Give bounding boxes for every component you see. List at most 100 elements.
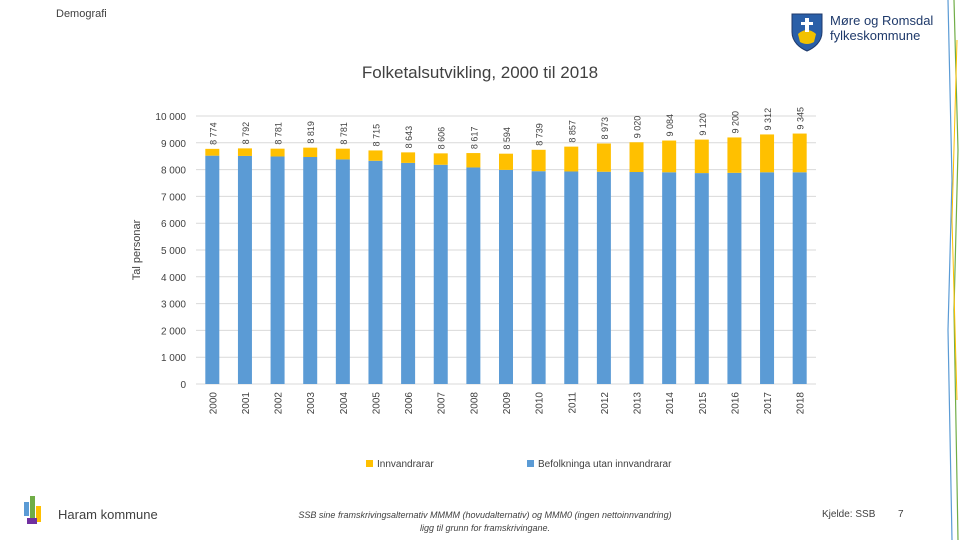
bar-immigrants-2012 xyxy=(596,143,611,172)
y-tick-label: 3 000 xyxy=(161,300,186,311)
logo-line-1: Møre og Romsdal xyxy=(830,13,934,28)
x-tick-label: 2014 xyxy=(665,392,676,415)
y-tick-label: 0 xyxy=(180,380,186,391)
footer-source: Kjelde: SSB xyxy=(822,509,876,520)
x-tick-label: 2018 xyxy=(796,392,807,415)
bar-non-immigrants-2003 xyxy=(303,157,318,384)
bar-immigrants-2001 xyxy=(237,148,252,156)
data-label-total: 8 781 xyxy=(339,122,349,145)
bar-immigrants-2000 xyxy=(205,148,220,156)
bar-non-immigrants-2002 xyxy=(270,156,285,384)
bar-non-immigrants-2015 xyxy=(694,173,709,384)
bar-non-immigrants-2018 xyxy=(792,172,807,384)
data-label-total: 8 973 xyxy=(600,117,610,140)
bar-immigrants-2003 xyxy=(303,147,318,158)
y-tick-label: 9 000 xyxy=(161,139,186,150)
bar-non-immigrants-2001 xyxy=(237,155,252,384)
bar-non-immigrants-2008 xyxy=(466,167,481,384)
x-tick-label: 2012 xyxy=(600,392,611,415)
y-axis-title: Tal personar xyxy=(131,219,143,280)
x-tick-label: 2016 xyxy=(730,392,741,415)
data-label-total: 9 345 xyxy=(796,107,806,130)
bar-non-immigrants-2000 xyxy=(205,155,220,384)
data-label-total: 8 606 xyxy=(437,127,447,150)
section-label: Demografi xyxy=(56,8,107,20)
data-label-total: 8 857 xyxy=(567,120,577,143)
bar-non-immigrants-2005 xyxy=(368,160,383,384)
y-tick-label: 4 000 xyxy=(161,273,186,284)
y-tick-label: 8 000 xyxy=(161,166,186,177)
data-label-total: 8 617 xyxy=(469,127,479,150)
x-tick-label: 2001 xyxy=(241,392,252,415)
bar-non-immigrants-2012 xyxy=(596,171,611,384)
x-tick-label: 2009 xyxy=(502,392,513,415)
data-label-total: 8 819 xyxy=(306,121,316,144)
decorative-edge-stripes xyxy=(947,0,959,540)
y-tick-label: 1 000 xyxy=(161,353,186,364)
bar-non-immigrants-2016 xyxy=(727,172,742,384)
bar-non-immigrants-2013 xyxy=(629,172,644,384)
bar-non-immigrants-2010 xyxy=(531,171,546,384)
bar-immigrants-2018 xyxy=(792,133,807,173)
x-tick-label: 2017 xyxy=(763,392,774,415)
bar-immigrants-2004 xyxy=(335,148,350,160)
data-label-total: 9 200 xyxy=(730,111,740,134)
data-label-total: 8 594 xyxy=(502,127,512,150)
x-tick-label: 2011 xyxy=(567,392,578,414)
logo-line-2: fylkeskommune xyxy=(830,28,921,43)
x-tick-label: 2000 xyxy=(208,392,219,415)
data-label-total: 8 774 xyxy=(208,122,218,145)
legend-swatch-non-immigrants xyxy=(527,460,534,467)
bar-non-immigrants-2007 xyxy=(433,164,448,384)
chart-title: Folketalsutvikling, 2000 til 2018 xyxy=(361,63,599,82)
bar-immigrants-2006 xyxy=(401,152,416,163)
bar-non-immigrants-2004 xyxy=(335,159,350,384)
y-tick-label: 10 000 xyxy=(155,112,186,123)
x-tick-label: 2005 xyxy=(371,392,382,415)
x-tick-label: 2004 xyxy=(339,392,350,415)
x-tick-label: 2002 xyxy=(274,392,285,415)
data-label-total: 9 020 xyxy=(633,116,643,139)
bar-immigrants-2015 xyxy=(694,139,709,174)
bar-immigrants-2017 xyxy=(760,134,775,173)
data-label-total: 8 715 xyxy=(371,124,381,147)
municipality-name: Haram kommune xyxy=(58,507,158,522)
x-tick-label: 2013 xyxy=(633,392,644,415)
x-tick-label: 2008 xyxy=(469,392,480,415)
bar-immigrants-2014 xyxy=(662,140,677,173)
data-label-total: 9 084 xyxy=(665,114,675,137)
bar-non-immigrants-2014 xyxy=(662,172,677,384)
x-tick-label: 2015 xyxy=(698,392,709,415)
x-tick-label: 2010 xyxy=(535,392,546,415)
bar-non-immigrants-2006 xyxy=(401,162,416,384)
bar-immigrants-2016 xyxy=(727,137,742,173)
bar-immigrants-2011 xyxy=(564,146,579,172)
y-tick-label: 7 000 xyxy=(161,192,186,203)
bar-non-immigrants-2009 xyxy=(499,169,513,384)
x-tick-label: 2003 xyxy=(306,392,317,415)
page-number: 7 xyxy=(898,509,904,520)
data-label-total: 8 792 xyxy=(241,122,251,145)
data-label-total: 9 312 xyxy=(763,108,773,131)
logo-text: Møre og Romsdal fylkeskommune xyxy=(830,13,933,43)
footer-note-line-2: ligg til grunn for framskrivingane. xyxy=(419,523,551,533)
legend-label-immigrants: Innvandrarar xyxy=(377,459,434,470)
bar-immigrants-2009 xyxy=(499,153,513,170)
county-shield-icon xyxy=(791,13,823,52)
legend-swatch-immigrants xyxy=(366,460,373,467)
footer-note-line-1: SSB sine framskrivingsalternativ MMMM (h… xyxy=(298,510,672,520)
x-tick-label: 2006 xyxy=(404,392,415,415)
y-tick-label: 5 000 xyxy=(161,246,186,257)
bar-non-immigrants-2017 xyxy=(760,172,775,384)
bar-immigrants-2008 xyxy=(466,153,481,168)
footer-municipality: Haram kommune xyxy=(22,494,182,528)
bar-immigrants-2007 xyxy=(433,153,448,165)
bar-immigrants-2005 xyxy=(368,150,383,161)
x-tick-label: 2007 xyxy=(437,392,448,415)
municipality-logo-icon xyxy=(24,496,41,524)
data-label-total: 8 739 xyxy=(535,123,545,146)
y-tick-label: 2 000 xyxy=(161,326,186,337)
county-logo: Møre og Romsdal fylkeskommune xyxy=(790,12,940,54)
legend-label-non-immigrants: Befolkninga utan innvandrarar xyxy=(538,459,672,470)
